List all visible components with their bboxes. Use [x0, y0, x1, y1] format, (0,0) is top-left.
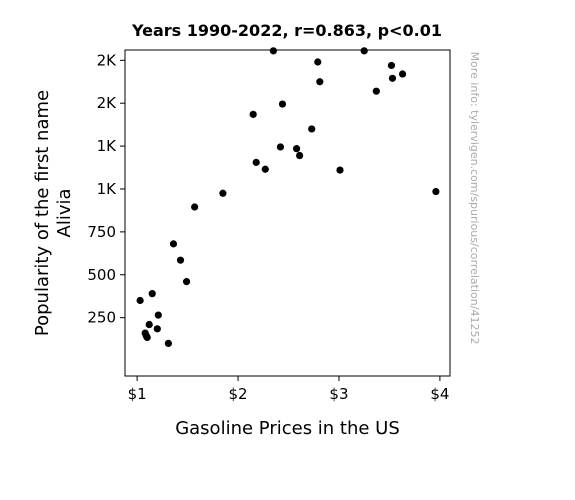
data-point	[145, 320, 153, 329]
data-point	[387, 61, 396, 70]
data-point	[252, 158, 260, 166]
y-tick-label: 250	[87, 309, 116, 327]
y-tick-label: 1K	[97, 180, 118, 198]
data-point	[154, 311, 162, 319]
y-tick-label: 2K	[97, 51, 118, 69]
data-point	[169, 240, 178, 248]
data-point	[261, 165, 269, 173]
data-point	[336, 166, 344, 174]
y-axis: 250 500 750 1K 1K 2K 2K	[87, 51, 125, 327]
y-tick-label: 1K	[97, 137, 118, 155]
data-point	[249, 110, 257, 118]
data-point	[164, 339, 173, 347]
data-point	[296, 151, 304, 160]
data-point	[148, 290, 156, 298]
y-tick-label: 2K	[97, 94, 118, 112]
y-axis-label-line-1: Popularity of the first name	[32, 90, 53, 336]
y-tick-label: 750	[87, 223, 116, 241]
data-point	[432, 187, 440, 196]
data-point	[176, 256, 185, 264]
x-tick-label: $4	[430, 385, 449, 403]
data-point	[372, 87, 380, 95]
data-point	[182, 278, 191, 286]
y-axis-label-line-2: Alivia	[54, 189, 75, 238]
data-point	[292, 145, 301, 153]
data-point	[191, 203, 199, 211]
x-axis: $1 $2 $3 $4	[128, 376, 449, 403]
x-tick-label: $3	[329, 385, 348, 403]
data-point	[219, 189, 227, 197]
x-tick-label: $1	[128, 385, 147, 403]
chart-title: Years 1990-2022, r=0.863, p<0.01	[131, 21, 442, 40]
data-point	[316, 78, 324, 86]
data-point	[398, 70, 407, 78]
y-tick-label: 500	[87, 266, 116, 284]
data-point	[136, 296, 144, 305]
source-note: More info: tylervigen.com/spurious/corre…	[468, 52, 481, 345]
data-points	[136, 47, 440, 347]
data-point	[388, 74, 397, 82]
y-axis-label: Popularity of the first name Alivia	[32, 90, 75, 336]
x-axis-label: Gasoline Prices in the US	[175, 418, 400, 439]
data-point	[278, 100, 287, 108]
x-tick-label: $2	[228, 385, 247, 403]
data-point	[360, 47, 368, 55]
data-point	[269, 47, 277, 55]
data-point	[276, 143, 285, 151]
data-point	[153, 325, 161, 333]
data-point	[308, 125, 316, 133]
data-point	[314, 58, 322, 66]
plot-area	[124, 49, 451, 377]
data-point	[142, 332, 150, 340]
